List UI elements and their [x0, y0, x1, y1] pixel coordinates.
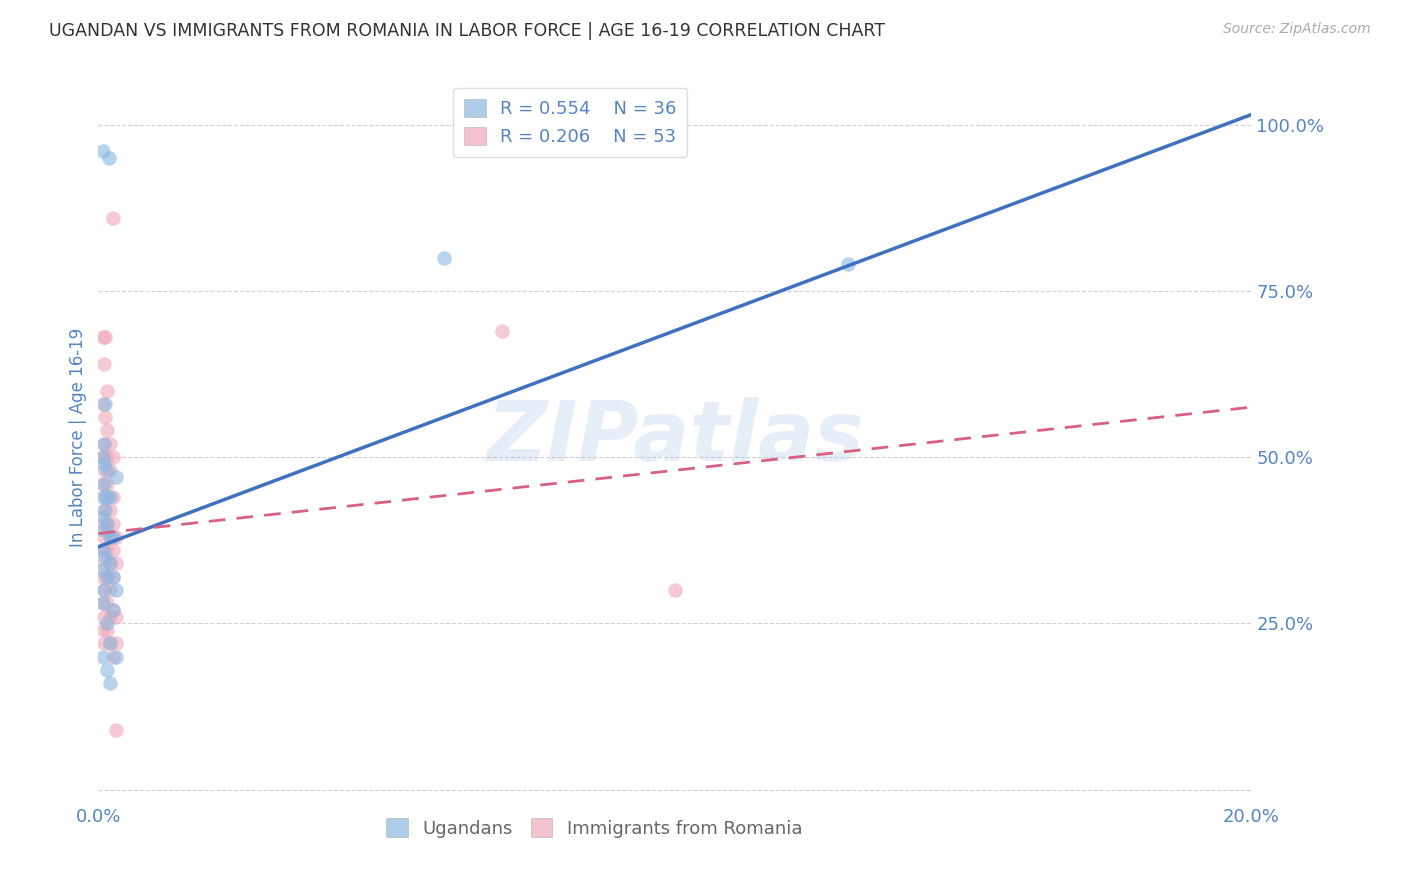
Point — [101, 570, 124, 584]
Point — [93, 557, 115, 571]
Point — [98, 463, 121, 477]
Point — [93, 436, 115, 450]
Text: UGANDAN VS IMMIGRANTS FROM ROMANIA IN LABOR FORCE | AGE 16-19 CORRELATION CHART: UGANDAN VS IMMIGRANTS FROM ROMANIA IN LA… — [49, 22, 886, 40]
Point — [91, 144, 114, 158]
Point — [98, 636, 121, 650]
Point — [96, 450, 118, 464]
Point — [101, 649, 124, 664]
Point — [104, 723, 127, 737]
Point — [91, 450, 114, 464]
Point — [91, 516, 114, 531]
Point — [91, 397, 114, 411]
Point — [96, 463, 118, 477]
Point — [491, 324, 513, 338]
Point — [104, 557, 127, 571]
Point — [94, 549, 117, 564]
Point — [93, 457, 115, 471]
Point — [96, 490, 118, 504]
Point — [97, 151, 120, 165]
Text: ZIPatlas: ZIPatlas — [486, 397, 863, 477]
Point — [101, 211, 124, 225]
Point — [91, 476, 114, 491]
Point — [98, 557, 121, 571]
Point — [91, 330, 114, 344]
Point — [96, 616, 118, 631]
Point — [96, 570, 118, 584]
Point — [91, 509, 114, 524]
Point — [664, 582, 686, 597]
Point — [96, 516, 118, 531]
Point — [101, 543, 124, 558]
Point — [96, 424, 118, 438]
Point — [91, 623, 114, 637]
Point — [91, 490, 114, 504]
Point — [96, 623, 118, 637]
Point — [98, 557, 121, 571]
Point — [96, 663, 118, 677]
Point — [91, 649, 114, 664]
Point — [94, 397, 117, 411]
Point — [93, 609, 115, 624]
Point — [91, 563, 114, 577]
Point — [98, 530, 121, 544]
Point — [837, 257, 859, 271]
Point — [93, 582, 115, 597]
Point — [94, 330, 117, 344]
Point — [91, 596, 114, 610]
Text: Source: ZipAtlas.com: Source: ZipAtlas.com — [1223, 22, 1371, 37]
Point — [101, 490, 124, 504]
Point — [96, 384, 118, 398]
Point — [98, 503, 121, 517]
Point — [91, 596, 114, 610]
Point — [101, 450, 124, 464]
Point — [101, 603, 124, 617]
Point — [96, 570, 118, 584]
Point — [101, 603, 124, 617]
Point — [91, 450, 114, 464]
Point — [104, 582, 127, 597]
Point — [98, 676, 121, 690]
Point — [93, 357, 115, 371]
Point — [91, 543, 114, 558]
Point — [91, 570, 114, 584]
Point — [104, 609, 127, 624]
Point — [94, 410, 117, 425]
Point — [91, 543, 114, 558]
Point — [101, 530, 124, 544]
Point — [94, 490, 117, 504]
Point — [104, 636, 127, 650]
Point — [98, 636, 121, 650]
Point — [93, 463, 115, 477]
Point — [98, 530, 121, 544]
Point — [98, 490, 121, 504]
Point — [101, 570, 124, 584]
Point — [93, 523, 115, 537]
Point — [98, 436, 121, 450]
Point — [93, 503, 115, 517]
Point — [93, 530, 115, 544]
Point — [96, 476, 118, 491]
Point — [96, 516, 118, 531]
Y-axis label: In Labor Force | Age 16-19: In Labor Force | Age 16-19 — [69, 327, 87, 547]
Point — [98, 609, 121, 624]
Point — [104, 470, 127, 484]
Point — [101, 516, 124, 531]
Point — [94, 503, 117, 517]
Point — [104, 649, 127, 664]
Point — [96, 543, 118, 558]
Point — [93, 582, 115, 597]
Point — [96, 596, 118, 610]
Point — [104, 530, 127, 544]
Point — [433, 251, 456, 265]
Point — [98, 582, 121, 597]
Point — [93, 636, 115, 650]
Legend: Ugandans, Immigrants from Romania: Ugandans, Immigrants from Romania — [378, 811, 810, 845]
Point — [93, 436, 115, 450]
Point — [93, 476, 115, 491]
